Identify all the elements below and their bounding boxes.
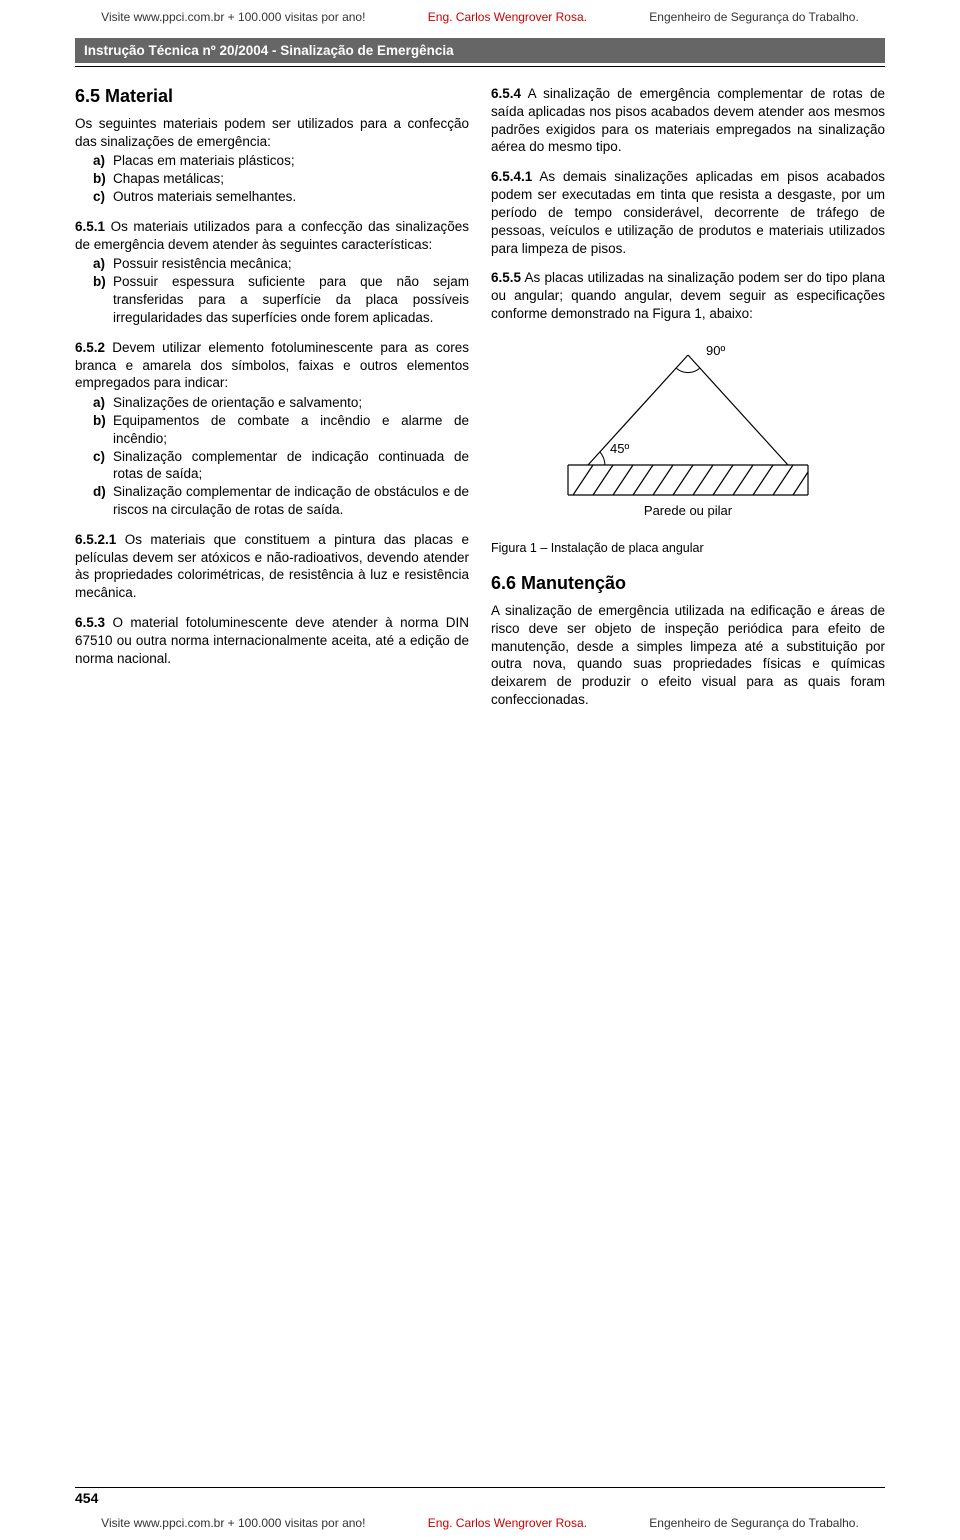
label-c: c) xyxy=(93,448,113,484)
wm-site-bottom: Visite www.ppci.com.br + 100.000 visitas… xyxy=(101,1516,365,1530)
num-6-5-4-1: 6.5.4.1 xyxy=(491,169,532,184)
num-6-5-3: 6.5.3 xyxy=(75,615,105,630)
para-6-5-3: 6.5.3 O material fotoluminescente deve a… xyxy=(75,614,469,667)
item-6-5-1-b: b) Possuir espessura suficiente para que… xyxy=(93,273,469,326)
top-watermark: Visite www.ppci.com.br + 100.000 visitas… xyxy=(0,10,960,24)
text-6-5-b: Chapas metálicas; xyxy=(113,170,469,188)
text-6-5-1-b: Possuir espessura suficiente para que nã… xyxy=(113,273,469,326)
label-b: b) xyxy=(93,273,113,326)
fig-angle-left: 45º xyxy=(610,441,629,456)
label-d: d) xyxy=(93,483,113,519)
item-6-5-a: a) Placas em materiais plásticos; xyxy=(93,152,469,170)
header-bar-text: Instrução Técnica nº 20/2004 - Sinalizaç… xyxy=(84,43,454,58)
bottom-watermark: Visite www.ppci.com.br + 100.000 visitas… xyxy=(0,1516,960,1530)
num-6-5-2-1: 6.5.2.1 xyxy=(75,532,116,547)
para-6-5-4: 6.5.4 A sinalização de emergência comple… xyxy=(491,85,885,156)
wm-title: Engenheiro de Segurança do Trabalho. xyxy=(649,10,859,24)
text-6-5-2-b: Equipamentos de combate a incêndio e ala… xyxy=(113,412,469,448)
wm-eng-bottom: Eng. Carlos Wengrover Rosa. xyxy=(428,1516,587,1530)
label-b: b) xyxy=(93,170,113,188)
page-frame: Instrução Técnica nº 20/2004 - Sinalizaç… xyxy=(0,0,960,721)
wm-site: Visite www.ppci.com.br + 100.000 visitas… xyxy=(101,10,365,24)
text-6-5-5: As placas utilizadas na sinalização pode… xyxy=(491,270,885,321)
page-number: 454 xyxy=(75,1490,98,1506)
text-6-5-c: Outros materiais semelhantes. xyxy=(113,188,469,206)
wm-eng: Eng. Carlos Wengrover Rosa. xyxy=(428,10,587,24)
text-6-5-1: Os materiais utilizados para a confecção… xyxy=(75,219,469,252)
num-6-5-4: 6.5.4 xyxy=(491,86,521,101)
label-a: a) xyxy=(93,255,113,273)
para-6-5-4-1: 6.5.4.1 As demais sinalizações aplicadas… xyxy=(491,168,885,257)
text-6-5-2-a: Sinalizações de orientação e salvamento; xyxy=(113,394,469,412)
bottom-rule xyxy=(75,1487,885,1488)
fig-wall-label: Parede ou pilar xyxy=(644,503,733,518)
label-a: a) xyxy=(93,152,113,170)
item-6-5-2-b: b) Equipamentos de combate a incêndio e … xyxy=(93,412,469,448)
text-6-5-4: A sinalização de emergência complementar… xyxy=(491,86,885,154)
para-6-5-1: 6.5.1 Os materiais utilizados para a con… xyxy=(75,218,469,254)
text-6-5-1-a: Possuir resistência mecânica; xyxy=(113,255,469,273)
block-6-5-1: 6.5.1 Os materiais utilizados para a con… xyxy=(75,218,469,327)
heading-6-6: 6.6 Manutenção xyxy=(491,572,885,596)
block-6-5: Os seguintes materiais podem ser utiliza… xyxy=(75,115,469,206)
num-6-5-1: 6.5.1 xyxy=(75,219,105,234)
text-6-5-2: Devem utilizar elemento fotoluminescente… xyxy=(75,340,469,391)
para-6-5-2: 6.5.2 Devem utilizar elemento fotolumine… xyxy=(75,339,469,392)
heading-6-5: 6.5 Material xyxy=(75,85,469,109)
text-6-5-2-1: Os materiais que constituem a pintura da… xyxy=(75,532,469,600)
text-6-5-2-c: Sinalização complementar de indicação co… xyxy=(113,448,469,484)
num-6-5-5: 6.5.5 xyxy=(491,270,521,285)
item-6-5-2-d: d) Sinalização complementar de indicação… xyxy=(93,483,469,519)
wm-title-bottom: Engenheiro de Segurança do Trabalho. xyxy=(649,1516,859,1530)
item-6-5-2-a: a) Sinalizações de orientação e salvamen… xyxy=(93,394,469,412)
text-6-5-4-1: As demais sinalizações aplicadas em piso… xyxy=(491,169,885,255)
header-bar: Instrução Técnica nº 20/2004 - Sinalizaç… xyxy=(75,38,885,63)
item-6-5-b: b) Chapas metálicas; xyxy=(93,170,469,188)
text-6-5-a: Placas em materiais plásticos; xyxy=(113,152,469,170)
columns: 6.5 Material Os seguintes materiais pode… xyxy=(75,85,885,721)
left-column: 6.5 Material Os seguintes materiais pode… xyxy=(75,85,469,721)
num-6-5-2: 6.5.2 xyxy=(75,340,105,355)
item-6-5-c: c) Outros materiais semelhantes. xyxy=(93,188,469,206)
text-6-5-3: O material fotoluminescente deve atender… xyxy=(75,615,469,666)
figure-caption: Figura 1 – Instalação de placa angular xyxy=(491,540,885,557)
item-6-5-2-c: c) Sinalização complementar de indicação… xyxy=(93,448,469,484)
para-6-5-2-1: 6.5.2.1 Os materiais que constituem a pi… xyxy=(75,531,469,602)
label-a: a) xyxy=(93,394,113,412)
text-6-5-intro: Os seguintes materiais podem ser utiliza… xyxy=(75,115,469,151)
para-6-6: A sinalização de emergência utilizada na… xyxy=(491,602,885,709)
figure-1: 90º 45º Parede ou pilar Figura 1 – Insta… xyxy=(491,335,885,557)
fig-angle-top: 90º xyxy=(706,343,725,358)
header-rule xyxy=(75,66,885,67)
right-column: 6.5.4 A sinalização de emergência comple… xyxy=(491,85,885,721)
block-6-5-2: 6.5.2 Devem utilizar elemento fotolumine… xyxy=(75,339,469,519)
para-6-5-5: 6.5.5 As placas utilizadas na sinalizaçã… xyxy=(491,269,885,322)
label-b: b) xyxy=(93,412,113,448)
item-6-5-1-a: a) Possuir resistência mecânica; xyxy=(93,255,469,273)
label-c: c) xyxy=(93,188,113,206)
figure-svg: 90º 45º Parede ou pilar xyxy=(538,335,838,530)
text-6-5-2-d: Sinalização complementar de indicação de… xyxy=(113,483,469,519)
